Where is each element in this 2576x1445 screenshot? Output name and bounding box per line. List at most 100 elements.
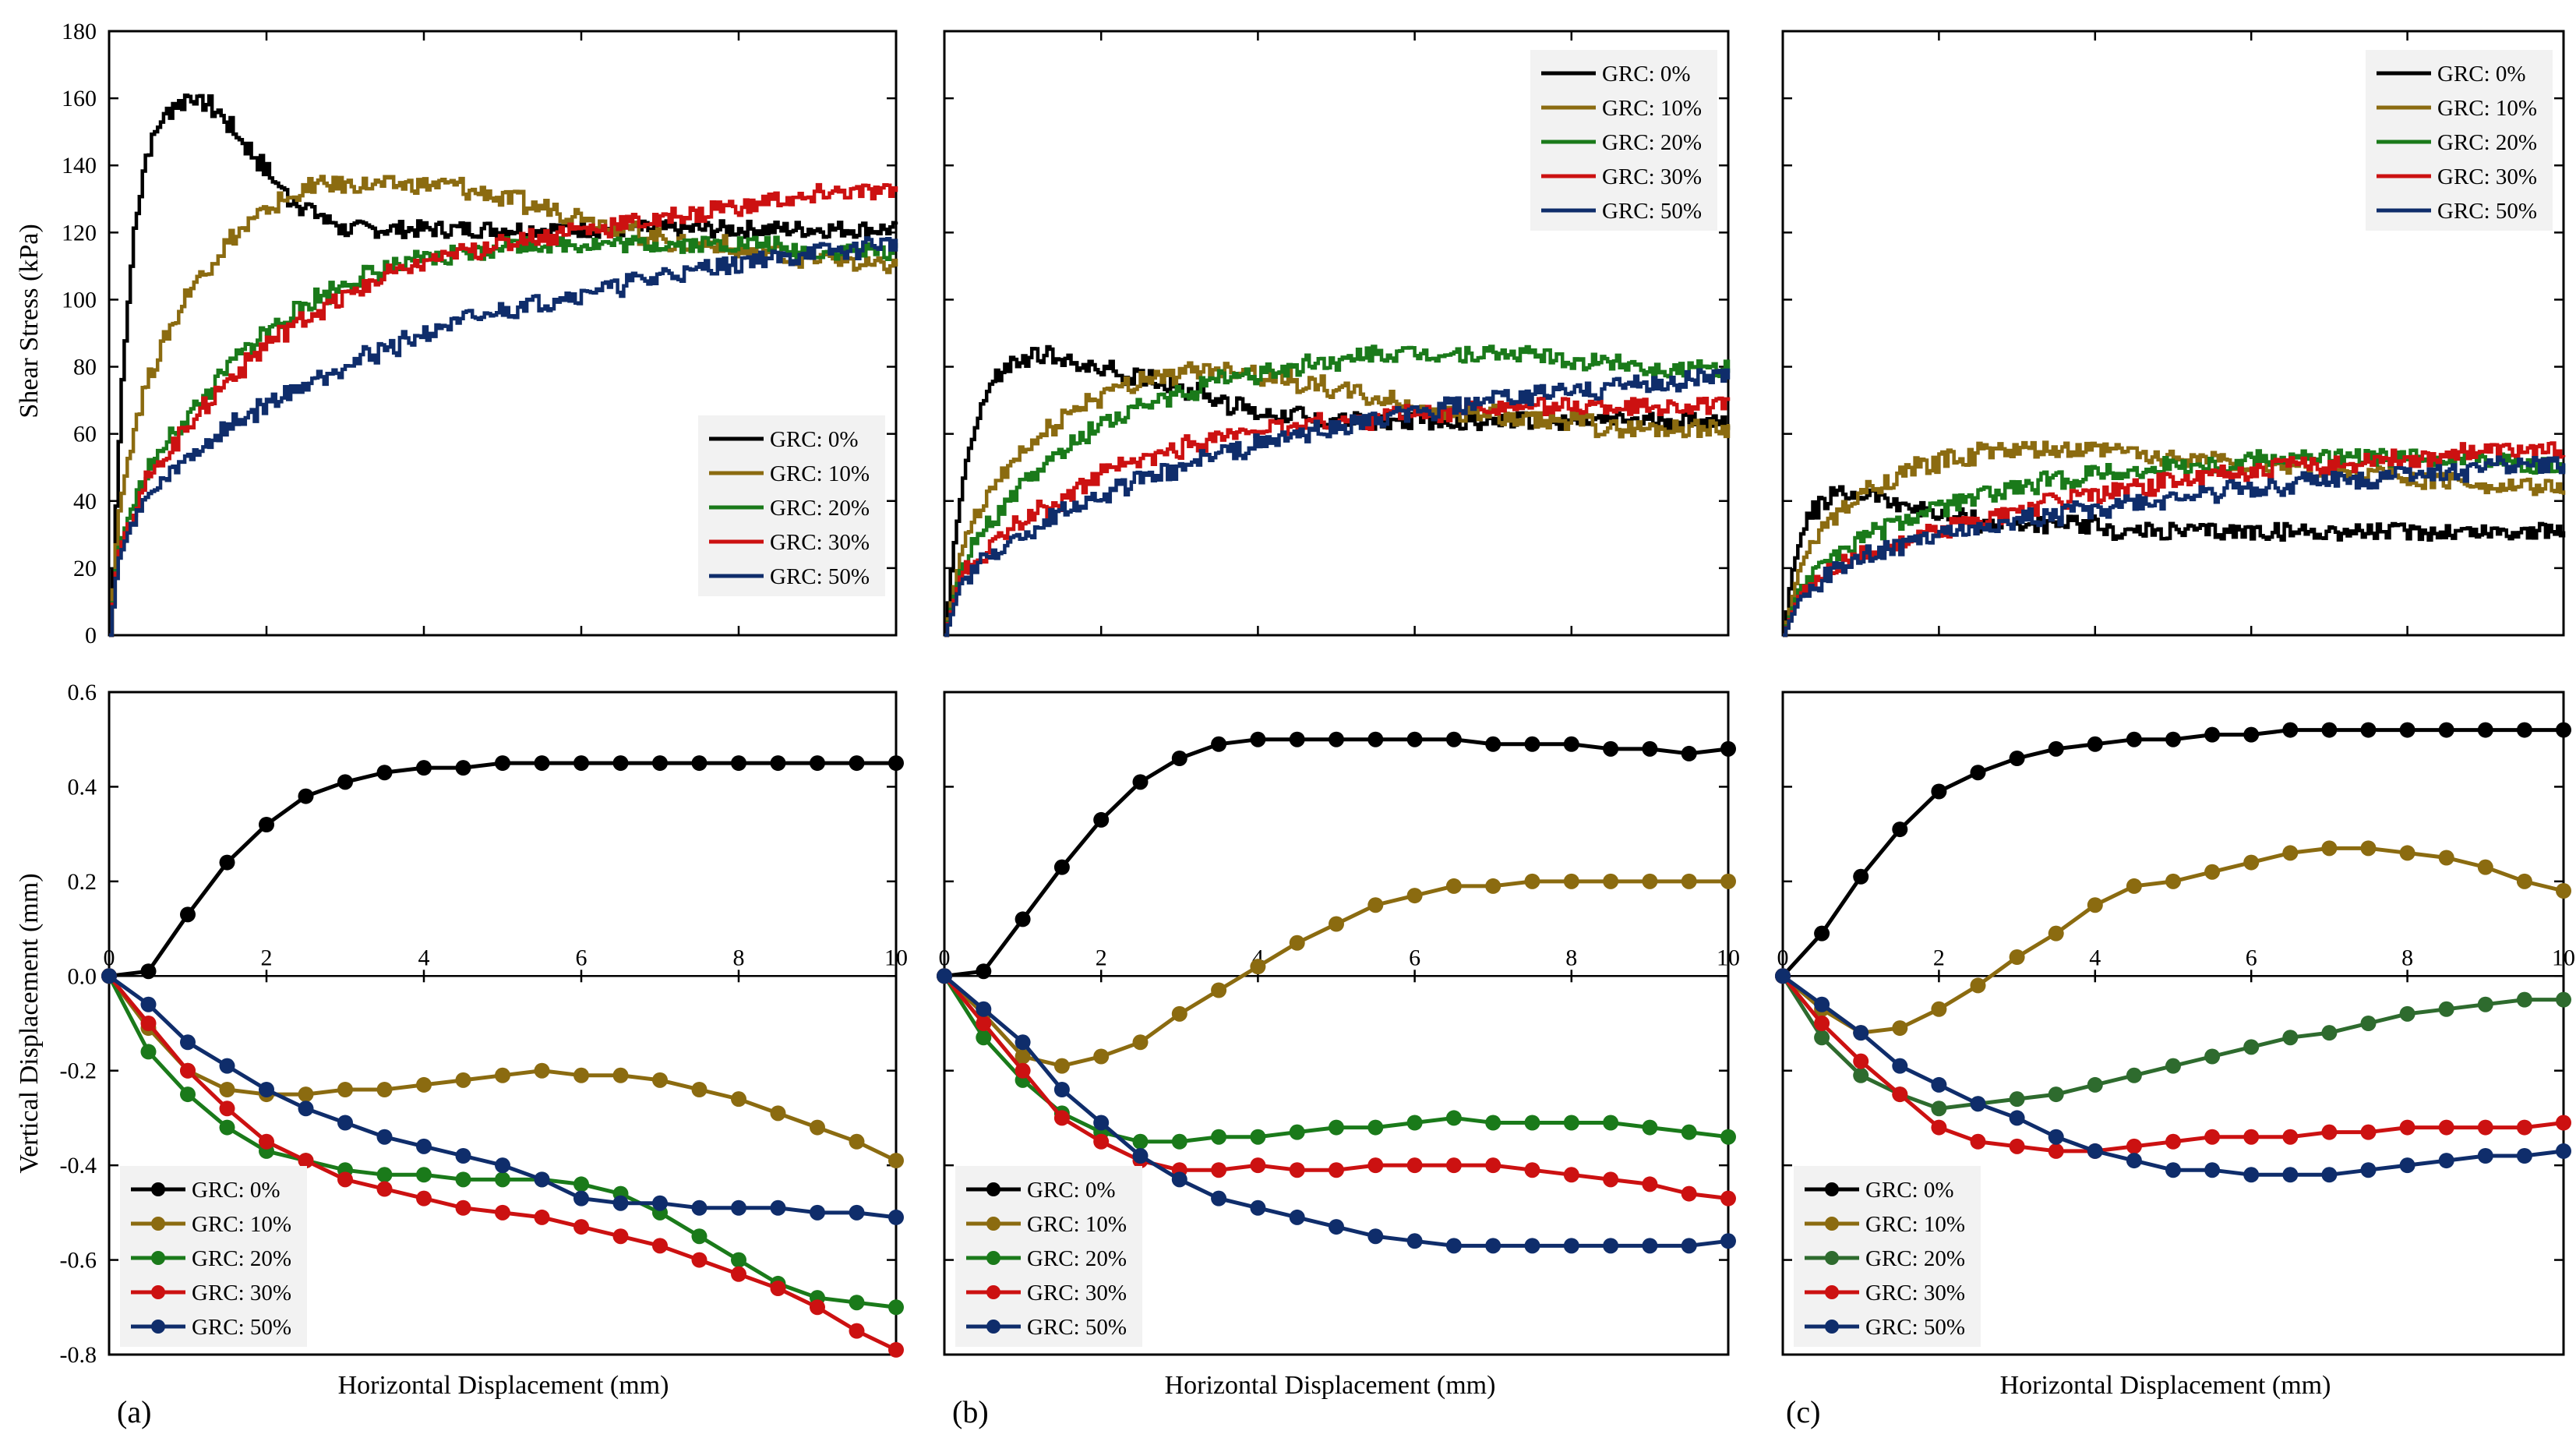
data-point bbox=[1211, 1129, 1227, 1145]
data-point bbox=[573, 755, 589, 772]
legend-label: GRC: 30% bbox=[1027, 1281, 1127, 1305]
data-point bbox=[2516, 1119, 2532, 1136]
data-point bbox=[1329, 916, 1344, 932]
data-point bbox=[1720, 1129, 1736, 1145]
data-point bbox=[1931, 1076, 1947, 1093]
y-tick-label: -0.8 bbox=[60, 1342, 97, 1368]
series-line-3 bbox=[109, 182, 898, 638]
data-point bbox=[691, 1199, 708, 1216]
data-point bbox=[337, 1115, 353, 1131]
data-point bbox=[1931, 783, 1947, 800]
data-point bbox=[1642, 1238, 1658, 1254]
data-point bbox=[1289, 1209, 1305, 1225]
data-point bbox=[376, 1181, 393, 1197]
data-point bbox=[1250, 731, 1266, 747]
data-point bbox=[1853, 1053, 1869, 1069]
plot-frame bbox=[108, 691, 898, 1356]
data-point bbox=[1093, 1115, 1110, 1131]
legend-marker bbox=[1825, 1217, 1839, 1231]
x-tick-label: 0 bbox=[104, 945, 115, 970]
data-point bbox=[2165, 731, 2181, 747]
data-point bbox=[1563, 1115, 1579, 1131]
data-point bbox=[455, 1199, 471, 1216]
data-point bbox=[1211, 736, 1227, 752]
data-point bbox=[455, 1148, 471, 1164]
series-line-1 bbox=[943, 879, 1728, 1069]
data-point bbox=[180, 1062, 196, 1079]
x-tick-label: 0 bbox=[1777, 945, 1789, 970]
data-point bbox=[416, 1167, 432, 1183]
data-point bbox=[2399, 1119, 2415, 1136]
y-tick-label: 0.4 bbox=[68, 774, 97, 800]
data-point bbox=[1775, 968, 1791, 984]
x-tick-label: 8 bbox=[2401, 945, 2413, 970]
legend: GRC: 0% GRC: 10% GRC: 20% GRC: 30% GRC: 50% bbox=[955, 1166, 1142, 1347]
panel-label-b: (b) bbox=[952, 1394, 989, 1429]
data-point bbox=[2243, 1167, 2260, 1183]
legend: GRC: 0% GRC: 10% GRC: 20% GRC: 30% GRC: 50% bbox=[698, 415, 885, 596]
data-point bbox=[259, 1133, 274, 1150]
data-point bbox=[1603, 1238, 1619, 1254]
data-point bbox=[1931, 1119, 1947, 1136]
data-point bbox=[2243, 854, 2260, 871]
data-point bbox=[1406, 1115, 1423, 1131]
data-point bbox=[376, 1082, 393, 1097]
legend-label: GRC: 10% bbox=[1602, 96, 1702, 121]
data-point bbox=[140, 1044, 157, 1060]
series-line-2 bbox=[944, 344, 1731, 638]
y-tick-label: 40 bbox=[73, 489, 97, 514]
legend-label: GRC: 20% bbox=[1865, 1246, 1965, 1271]
legend: GRC: 0% GRC: 10% GRC: 20% GRC: 30% GRC: 50% bbox=[2366, 50, 2553, 231]
data-point bbox=[1524, 1115, 1540, 1131]
legend-marker bbox=[151, 1217, 165, 1231]
plot-frame bbox=[1781, 30, 2565, 637]
data-point bbox=[1250, 959, 1266, 975]
data-point bbox=[1329, 1219, 1344, 1235]
data-point bbox=[2165, 873, 2181, 889]
data-point bbox=[1853, 1067, 1869, 1083]
data-point bbox=[1681, 745, 1697, 761]
data-point bbox=[1289, 1162, 1305, 1178]
data-point bbox=[1853, 868, 1869, 885]
data-point bbox=[1485, 1238, 1501, 1254]
data-point bbox=[573, 1219, 589, 1235]
y-tick-label: 140 bbox=[62, 153, 97, 178]
series-line-0 bbox=[1783, 485, 2566, 638]
data-point bbox=[2243, 726, 2260, 743]
data-point bbox=[2048, 1129, 2064, 1145]
y-tick-label: 100 bbox=[62, 287, 97, 313]
data-point bbox=[770, 1281, 786, 1296]
legend-label: GRC: 0% bbox=[1602, 62, 1691, 87]
data-point bbox=[1970, 977, 1986, 994]
data-point bbox=[849, 1323, 865, 1339]
data-point bbox=[1053, 859, 1070, 875]
data-point bbox=[1563, 736, 1579, 752]
legend-label: GRC: 50% bbox=[770, 564, 870, 589]
data-point bbox=[534, 1209, 550, 1225]
data-point bbox=[2204, 726, 2221, 743]
legend-label: GRC: 20% bbox=[192, 1246, 291, 1271]
y-tick-label: 180 bbox=[62, 19, 97, 44]
y-tick-label: 20 bbox=[73, 556, 97, 581]
data-point bbox=[298, 1086, 314, 1103]
data-point bbox=[1563, 1238, 1579, 1254]
data-point bbox=[1970, 765, 1986, 781]
data-point bbox=[259, 817, 274, 832]
data-point bbox=[376, 1167, 393, 1183]
data-point bbox=[337, 774, 353, 790]
data-point bbox=[416, 1138, 432, 1154]
x-tick-label: 8 bbox=[733, 945, 745, 970]
data-point bbox=[1681, 1185, 1697, 1202]
y-tick-label: 120 bbox=[62, 220, 97, 246]
data-point bbox=[1524, 736, 1540, 752]
plot-frame bbox=[1781, 691, 2565, 1356]
data-point bbox=[1931, 1101, 1947, 1117]
data-point bbox=[2516, 722, 2532, 738]
shear-stress-axis-title: Shear Stress (kPa) bbox=[15, 224, 44, 418]
data-point bbox=[691, 1252, 708, 1268]
y-tick-label: 160 bbox=[62, 86, 97, 111]
data-point bbox=[1603, 740, 1619, 757]
